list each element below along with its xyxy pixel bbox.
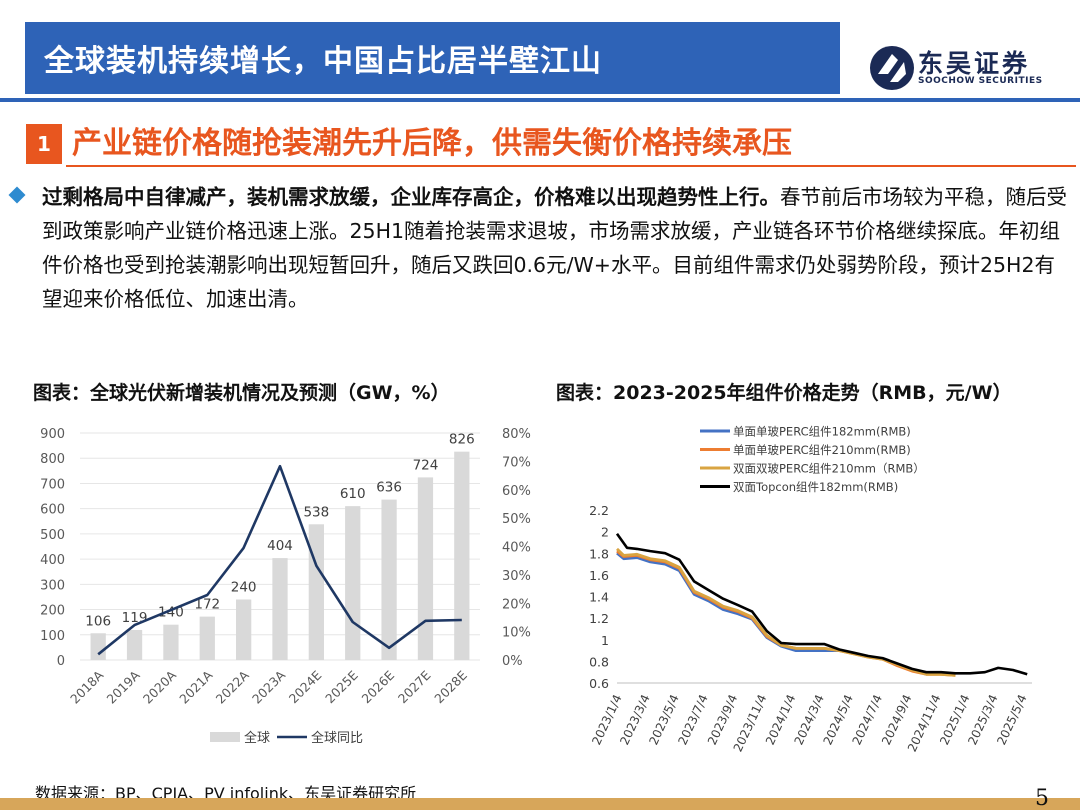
y-tick-label-right: 0% [502,654,523,669]
bar [163,624,179,660]
bar-value-label: 119 [122,610,148,626]
y-tick-label: 2.2 [589,503,609,518]
x-tick-label: 2025E [322,667,361,706]
bar-value-label: 636 [376,480,402,496]
chart-caption-left: 图表：全球光伏新增装机情况及预测（GW，%） [33,382,450,404]
x-tick-label: 2028E [431,667,470,706]
bar [454,451,470,660]
page-title: 全球装机持续增长，中国占比居半壁江山 [44,44,602,79]
section-underline [66,165,1076,167]
x-tick-label: 2022A [213,667,252,706]
module-price-chart: 0.60.811.21.41.61.822.22023/1/42023/3/42… [589,425,1032,754]
bar-value-label: 404 [267,538,293,554]
price-series-line [616,550,956,677]
bar [381,499,397,660]
legend-label: 单面单玻PERC组件210mm(RMB) [733,443,911,457]
y-tick-label: 0.8 [589,654,609,669]
price-series-line [616,552,840,653]
price-series-line [615,533,1028,676]
y-tick-label-left: 700 [40,477,65,492]
bar-value-label: 240 [231,579,257,595]
chart-caption-right: 图表：2023-2025年组件价格走势（RMB，元/W） [556,382,1012,404]
x-tick-label: 2023A [249,667,288,706]
legend-label: 全球同比 [311,730,363,746]
y-tick-label-right: 50% [502,512,531,527]
y-tick-label-left: 0 [57,654,65,669]
bar [90,633,106,660]
x-tick-label: 2027E [395,667,434,706]
price-series-line [616,547,956,677]
page-number: 5 [1035,786,1049,811]
y-tick-label-right: 30% [502,569,531,584]
y-tick-label-left: 100 [40,629,65,644]
bar [236,599,252,660]
bar [126,629,143,660]
bar-value-label: 106 [85,613,111,629]
yoy-line [97,464,462,656]
x-tick-label: 2019A [104,667,143,706]
x-tick-label: 2026E [359,667,398,706]
y-tick-label: 0.6 [589,676,609,691]
x-tick-label: 2021A [176,667,215,706]
y-tick-label-right: 80% [502,427,531,442]
y-tick-label-right: 70% [502,455,531,470]
section-title: 产业链价格随抢装潮先升后降，供需失衡价格持续承压 [72,126,792,161]
x-tick-label: 2018A [67,667,106,706]
brand-name: 东吴证券 [918,49,1031,78]
y-tick-label: 1.4 [589,590,609,605]
bar [199,616,215,660]
header-rule [0,98,1080,102]
bar [345,506,361,660]
brand-name-en: SOOCHOW SECURITIES [918,76,1043,86]
legend-label: 双面双玻PERC组件210mm（RMB） [733,462,925,476]
y-tick-label-right: 10% [502,626,531,641]
y-tick-label: 1 [601,633,609,648]
body-paragraph: 过剩格局中自律减产，装机需求放缓，企业库存高企，价格难以出现趋势性上行。春节前后… [42,180,1067,316]
y-tick-label: 1.2 [589,611,609,626]
body-bold-text: 过剩格局中自律减产，装机需求放缓，企业库存高企，价格难以出现趋势性上行。 [42,185,780,209]
legend-label: 全球 [244,730,270,746]
installation-chart: 0 100 200 300 400 500 600 700 800 900 0% 10% 20% 30% 4… [40,427,531,746]
bar-value-label: 724 [413,457,439,473]
legend-label: 单面单玻PERC组件182mm(RMB) [733,425,911,439]
y-tick-label-left: 500 [40,528,65,543]
header-bar [25,22,840,94]
y-tick-label-left: 600 [40,503,65,518]
section-number: 1 [26,124,62,164]
brand-logo-icon [870,46,914,90]
bullet-diamond-icon [8,186,26,204]
y-tick-label-left: 200 [40,604,65,619]
y-tick-label-left: 400 [40,553,65,568]
bar [417,477,434,660]
y-tick-label: 2 [601,525,609,540]
y-tick-label-right: 20% [502,597,531,612]
y-tick-label-left: 800 [40,452,65,467]
legend-label: 双面Topcon组件182mm(RMB) [733,480,898,494]
legend-bar-swatch [210,732,240,742]
y-tick-label-right: 60% [502,484,531,499]
bar-value-label: 172 [194,597,220,613]
body-text: 春节前后市场较为平稳，随后受到政策影响产业链价格迅速上涨。25H1随着抢装需求退… [42,185,1067,311]
footer-bar [0,798,1080,810]
bar-value-label: 538 [303,504,329,520]
bar [308,524,324,660]
x-tick-label: 2020A [140,667,179,706]
y-tick-label-left: 300 [40,578,65,593]
y-tick-label: 1.8 [589,546,609,561]
y-tick-label-right: 40% [502,541,531,556]
bar-value-label: 610 [340,486,366,502]
bar-value-label: 826 [449,432,475,448]
x-tick-label: 2024E [286,667,325,706]
y-tick-label: 1.6 [589,568,609,583]
y-tick-label-left: 900 [40,427,65,442]
bar [272,558,288,660]
